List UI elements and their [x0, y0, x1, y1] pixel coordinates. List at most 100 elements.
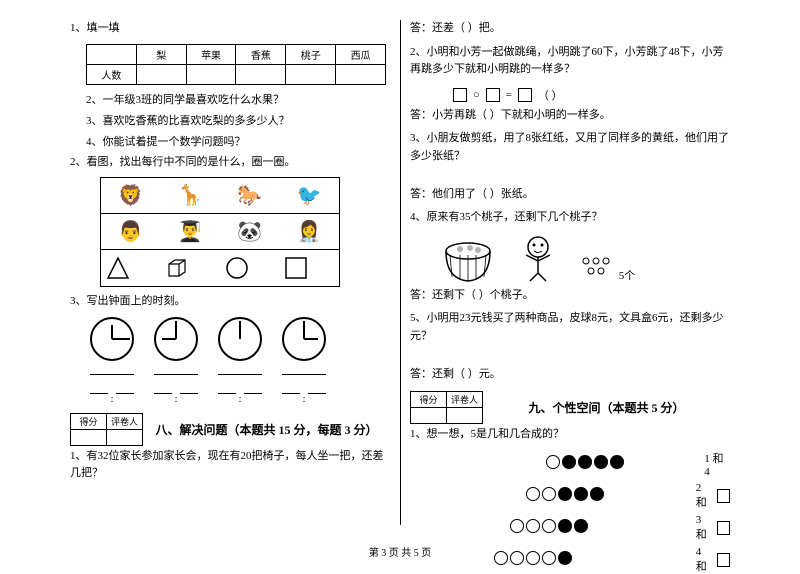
basket-icon	[440, 239, 496, 283]
answer-blank	[218, 386, 236, 394]
q8-1: 1、有32位家长参加家长会，现在有20把椅子，每人坐一把，还差几把？	[70, 448, 390, 483]
answer-blank	[180, 386, 198, 394]
answer-2: 答：小芳再跳（ ）下就和小明的一样多。	[410, 107, 730, 125]
horse-icon: 🐎	[225, 183, 275, 208]
combo-label: 1 和 4	[704, 450, 730, 478]
answer-blank	[154, 367, 198, 375]
score-cell	[411, 408, 447, 424]
q2-title: 2、看图，找出每行中不同的是什么，圈一圈。	[70, 154, 390, 172]
peach-count-label: 5个	[619, 270, 636, 282]
q1-title: 1、填一填	[70, 20, 390, 38]
colon: :	[238, 393, 241, 405]
dot-empty-icon	[526, 519, 540, 533]
dots-left	[430, 455, 561, 472]
baby-icon	[516, 233, 560, 283]
image-row-shapes	[101, 250, 339, 286]
score-section-8: 得分评卷人 八、解决问题（本题共 15 分，每题 3 分）	[70, 413, 390, 446]
dot-filled-icon	[558, 519, 572, 533]
table-row: 梨 苹果 香蕉 桃子 西瓜	[87, 44, 386, 64]
answer-box	[717, 489, 730, 503]
q-right-4: 4、原来有35个桃子，还剩下几个桃子？	[410, 209, 730, 227]
dot-empty-icon	[546, 455, 560, 469]
equation-box: ○=（ ）	[450, 87, 566, 103]
colon: :	[110, 393, 113, 405]
dot-filled-icon	[562, 455, 576, 469]
spacer	[410, 172, 730, 186]
table-cell: 桃子	[286, 44, 336, 64]
bird-icon: 🐦	[284, 183, 334, 208]
table-cell: 人数	[87, 64, 137, 84]
section-8-title: 八、解决问题（本题共 15 分，每题 3 分）	[143, 421, 390, 438]
panda-icon: 🐼	[225, 219, 275, 244]
score-header: 得分	[411, 392, 447, 408]
op: ○	[473, 89, 480, 101]
table-cell	[286, 64, 336, 84]
person2-icon: 👨‍🎓	[165, 219, 215, 244]
score-section-9: 得分评卷人 九、个性空间（本题共 5 分）	[410, 391, 730, 424]
answer-5: 答：还剩（ ）元。	[410, 366, 730, 384]
q1-sub2: 2、一年级3班的同学最喜欢吃什么水果？	[86, 91, 390, 107]
clock-icon	[90, 317, 134, 361]
image-grid: 🦁 🦒 🐎 🐦 👨 👨‍🎓 🐼 👩‍⚕️	[100, 177, 340, 287]
combo-row: 3 和	[430, 514, 730, 542]
image-row-people: 👨 👨‍🎓 🐼 👩‍⚕️	[101, 214, 339, 250]
right-column: 答：还差（ ）把。 2、小明和小芳一起做跳绳，小明跳了60下，小芳跳了48下，小…	[400, 20, 740, 505]
blank-box	[518, 88, 532, 102]
q-right-5: 5、小明用23元钱买了两种商品，皮球8元，文具盒6元，还剩多少元？	[410, 310, 730, 345]
clock-3-wrap: :	[218, 317, 262, 405]
dot-filled-icon	[610, 455, 624, 469]
section-9-title: 九、个性空间（本题共 5 分）	[483, 399, 730, 416]
table-cell: 梨	[136, 44, 186, 64]
answer-blank	[308, 386, 326, 394]
dot-empty-icon	[542, 487, 556, 501]
person3-icon: 👩‍⚕️	[284, 219, 334, 244]
image-row-animals: 🦁 🦒 🐎 🐦	[101, 178, 339, 214]
q9-1: 1、想一想，5是几和几合成的？	[410, 426, 730, 444]
table-cell	[336, 64, 386, 84]
clock-2-wrap: :	[154, 317, 198, 405]
dot-empty-icon	[526, 487, 540, 501]
dot-empty-icon	[510, 519, 524, 533]
dot-filled-icon	[578, 455, 592, 469]
table-cell	[186, 64, 236, 84]
dot-filled-icon	[574, 487, 588, 501]
colon: :	[174, 393, 177, 405]
triangle-icon	[106, 256, 156, 280]
combo-row: 2 和	[430, 482, 730, 510]
answer-3: 答：他们用了（ ）张纸。	[410, 186, 730, 204]
table-cell: 西瓜	[336, 44, 386, 64]
answer-blank	[218, 367, 262, 375]
answer-blank	[90, 386, 108, 394]
clocks-row: : : : :	[90, 317, 390, 405]
table-cell	[87, 44, 137, 64]
score-header: 评卷人	[447, 392, 483, 408]
dot-empty-icon	[542, 519, 556, 533]
cube-icon	[165, 256, 215, 280]
blank-box	[453, 88, 467, 102]
spacer	[410, 352, 730, 366]
score-cell	[71, 429, 107, 445]
answer-blank	[282, 386, 300, 394]
giraffe-icon: 🦒	[165, 183, 215, 208]
clock-icon	[282, 317, 326, 361]
clock-4-wrap: :	[282, 317, 326, 405]
answer-blank	[244, 386, 262, 394]
q-right-3: 3、小朋友做剪纸，用了8张红纸，又用了同样多的黄纸，他们用了多少张纸？	[410, 130, 730, 165]
table-cell	[136, 64, 186, 84]
answer-1: 答：还差（ ）把。	[410, 20, 730, 38]
q1-sub3: 3、喜欢吃香蕉的比喜欢吃梨的多多少人？	[86, 112, 390, 128]
dots-right	[557, 487, 684, 504]
table-cell: 香蕉	[236, 44, 286, 64]
answer-box	[717, 521, 730, 535]
dots-left	[430, 487, 557, 504]
fruit-table: 梨 苹果 香蕉 桃子 西瓜 人数	[86, 44, 386, 85]
table-row: 人数	[87, 64, 386, 84]
answer-4: 答：还剩下（ ）个桃子。	[410, 287, 730, 305]
clock-icon	[218, 317, 262, 361]
combo-row: 1 和 4	[430, 450, 730, 478]
circle-icon	[225, 256, 275, 280]
blank-box	[486, 88, 500, 102]
score-cell	[447, 408, 483, 424]
column-divider	[400, 20, 401, 525]
score-header: 得分	[71, 413, 107, 429]
